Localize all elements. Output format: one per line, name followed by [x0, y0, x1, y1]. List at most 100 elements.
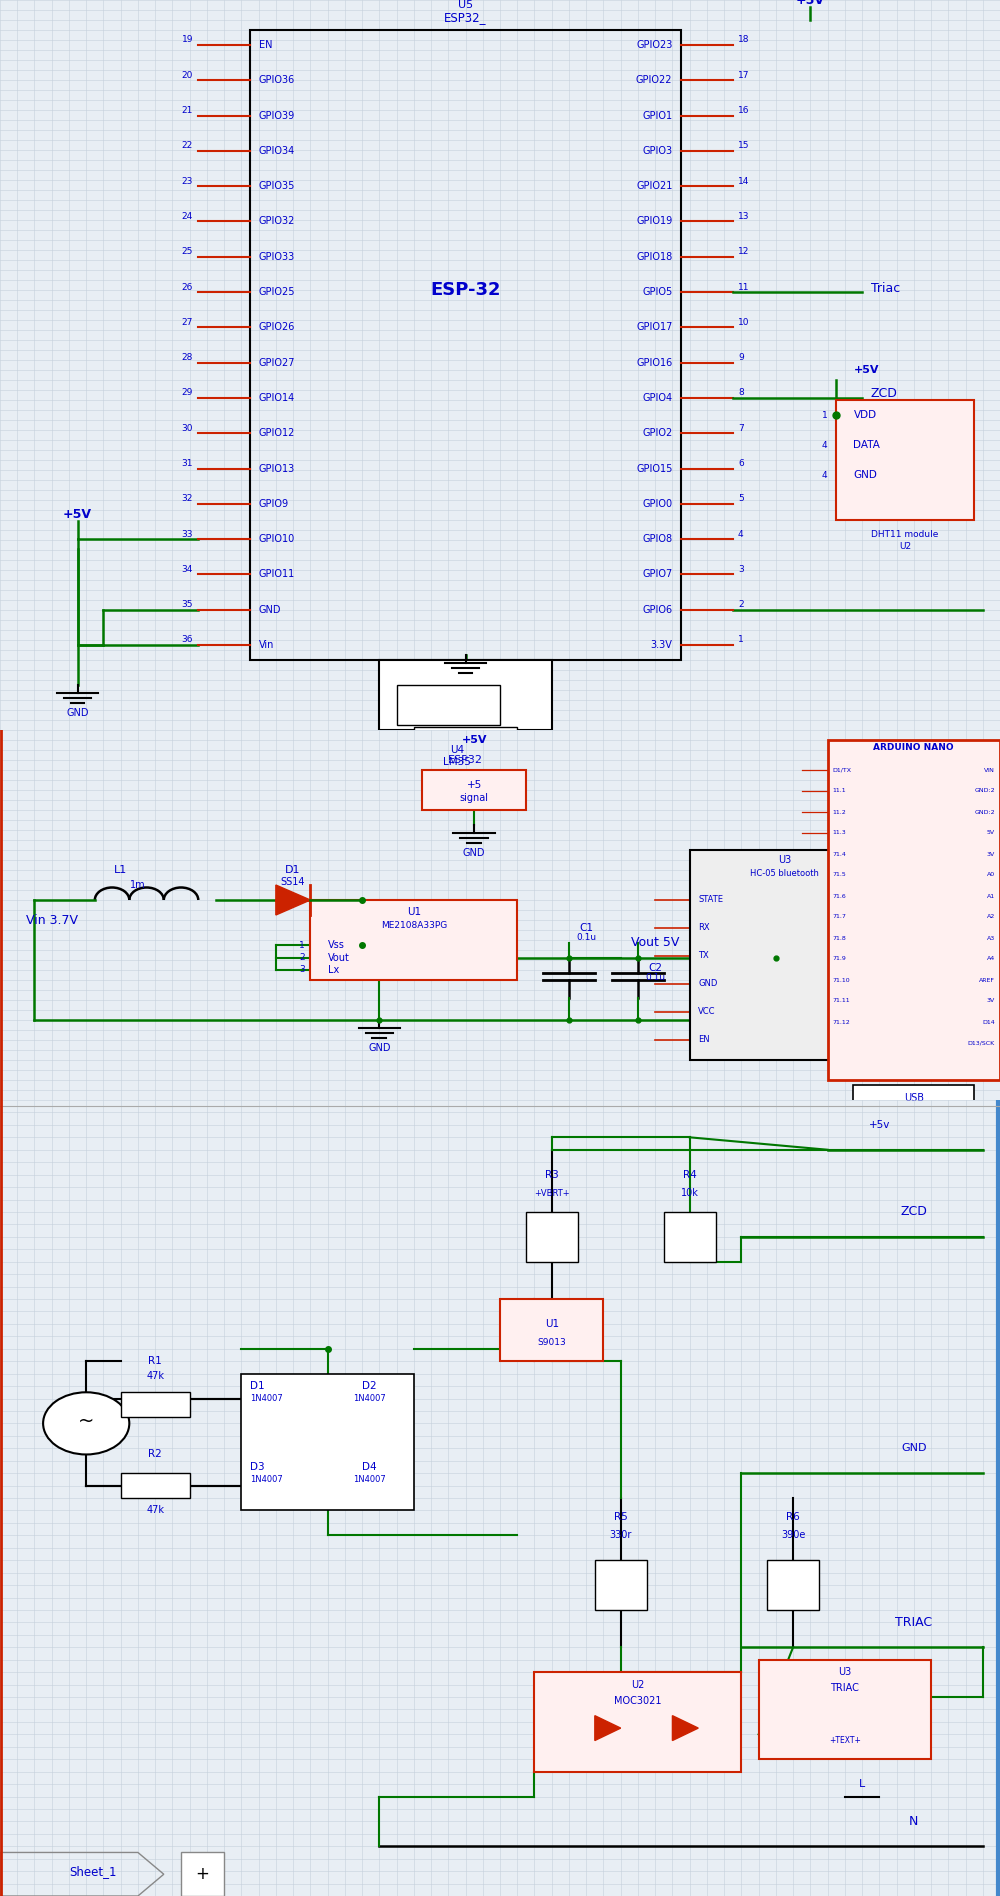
Text: 7: 7: [738, 423, 744, 432]
Text: LM35: LM35: [443, 757, 471, 768]
Text: GND: GND: [901, 1443, 927, 1452]
Text: S9013: S9013: [537, 1339, 566, 1346]
Text: Vin: Vin: [259, 641, 274, 650]
Bar: [121, 1473, 190, 1498]
Bar: [500, 1299, 603, 1361]
Text: R4: R4: [683, 1170, 697, 1179]
Text: 71.6: 71.6: [833, 893, 847, 899]
Text: 3V: 3V: [987, 999, 995, 1003]
Text: GPIO6: GPIO6: [642, 605, 672, 614]
Bar: [664, 1212, 716, 1261]
Text: 10k: 10k: [681, 1189, 699, 1198]
Text: 1: 1: [884, 895, 889, 904]
Text: 1m: 1m: [130, 880, 146, 889]
Text: 17: 17: [738, 70, 749, 80]
Polygon shape: [595, 1716, 621, 1741]
Text: Vss: Vss: [328, 940, 344, 950]
Text: VCC: VCC: [698, 1007, 716, 1016]
Text: GND: GND: [853, 470, 877, 480]
Text: 5: 5: [884, 1007, 889, 1016]
Text: ~: ~: [78, 1411, 94, 1430]
Text: 35: 35: [182, 601, 193, 609]
Text: Lx: Lx: [328, 965, 339, 975]
Text: TX: TX: [698, 952, 709, 961]
Text: 10: 10: [738, 319, 749, 326]
Text: GPIO1: GPIO1: [642, 110, 672, 121]
Bar: [828, 739, 1000, 1081]
Text: GND:2: GND:2: [974, 789, 995, 794]
Text: GPIO16: GPIO16: [636, 358, 672, 368]
Text: signal: signal: [460, 793, 489, 804]
Text: 4: 4: [738, 529, 744, 538]
Text: GPIO36: GPIO36: [259, 76, 295, 85]
Text: GPIO22: GPIO22: [636, 76, 672, 85]
Text: 13: 13: [738, 212, 749, 222]
Text: +5v: +5v: [869, 1121, 890, 1130]
Text: 47k: 47k: [146, 1371, 164, 1380]
Text: 71.11: 71.11: [833, 999, 850, 1003]
Text: L1: L1: [114, 865, 127, 874]
Text: 3: 3: [884, 952, 889, 961]
Text: U3: U3: [778, 855, 791, 865]
Text: 20: 20: [182, 70, 193, 80]
Text: 23: 23: [182, 176, 193, 186]
Text: Sheet_1: Sheet_1: [69, 1864, 116, 1877]
Text: GPIO18: GPIO18: [636, 252, 672, 262]
Text: 1N4007: 1N4007: [353, 1394, 386, 1403]
Bar: [310, 901, 517, 980]
Text: 32: 32: [182, 495, 193, 502]
Text: 3: 3: [738, 565, 744, 574]
Text: GPIO3: GPIO3: [642, 146, 672, 155]
Text: A1: A1: [987, 893, 995, 899]
Text: +5V: +5V: [853, 366, 879, 375]
Text: 21: 21: [182, 106, 193, 116]
Text: GPIO25: GPIO25: [259, 286, 295, 298]
Bar: [836, 400, 974, 520]
Text: R6: R6: [786, 1511, 800, 1522]
Text: GPIO14: GPIO14: [259, 392, 295, 404]
Text: GPIO11: GPIO11: [259, 569, 295, 580]
Text: GPIO8: GPIO8: [642, 535, 672, 544]
Text: 2: 2: [738, 601, 744, 609]
Text: 1N4007: 1N4007: [353, 1475, 386, 1485]
Text: ESP32_: ESP32_: [444, 11, 487, 25]
Text: ZCD: ZCD: [900, 1206, 927, 1219]
Text: U4: U4: [450, 745, 464, 755]
Text: 24: 24: [182, 212, 193, 222]
Text: +TEXT+: +TEXT+: [829, 1737, 861, 1744]
Text: GPIO26: GPIO26: [259, 322, 295, 332]
Text: 71.5: 71.5: [833, 872, 847, 878]
Text: 1: 1: [299, 940, 305, 950]
Text: GPIO39: GPIO39: [259, 110, 295, 121]
Text: GPIO12: GPIO12: [259, 428, 295, 438]
Text: A3: A3: [987, 935, 995, 940]
Text: GPIO5: GPIO5: [642, 286, 672, 298]
Text: R1: R1: [148, 1356, 162, 1367]
Text: 71.12: 71.12: [833, 1020, 851, 1024]
Text: 11: 11: [738, 283, 749, 292]
Text: 0.1u: 0.1u: [576, 933, 596, 942]
Text: ME2108A33PG: ME2108A33PG: [381, 920, 447, 929]
Text: GPIO21: GPIO21: [636, 182, 672, 191]
Text: GPIO35: GPIO35: [259, 182, 295, 191]
Text: GND: GND: [368, 1043, 391, 1052]
Text: GND: GND: [454, 679, 477, 688]
Text: GPIO33: GPIO33: [259, 252, 295, 262]
Text: 1N4007: 1N4007: [250, 1394, 283, 1403]
Text: GPIO27: GPIO27: [259, 358, 295, 368]
Text: GND: GND: [698, 980, 718, 988]
Text: D1: D1: [250, 1380, 265, 1392]
Text: C2: C2: [648, 963, 662, 973]
Text: RX: RX: [698, 923, 710, 933]
Text: 3.3V: 3.3V: [651, 641, 672, 650]
Text: ESP32: ESP32: [448, 755, 483, 764]
Text: 47k: 47k: [146, 1505, 164, 1515]
Text: Vin 3.7V: Vin 3.7V: [26, 914, 78, 927]
Text: 5V: 5V: [987, 830, 995, 836]
Text: 1N4007: 1N4007: [250, 1475, 283, 1485]
Text: 15: 15: [738, 142, 749, 150]
Text: 4: 4: [884, 980, 889, 988]
Text: GPIO2: GPIO2: [642, 428, 672, 438]
Text: GND:2: GND:2: [974, 810, 995, 815]
Text: +5V: +5V: [796, 0, 825, 6]
